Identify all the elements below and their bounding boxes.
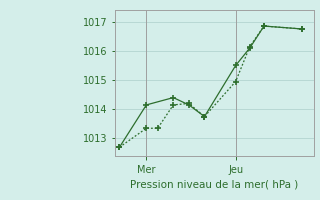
X-axis label: Pression niveau de la mer( hPa ): Pression niveau de la mer( hPa ) bbox=[130, 179, 299, 189]
